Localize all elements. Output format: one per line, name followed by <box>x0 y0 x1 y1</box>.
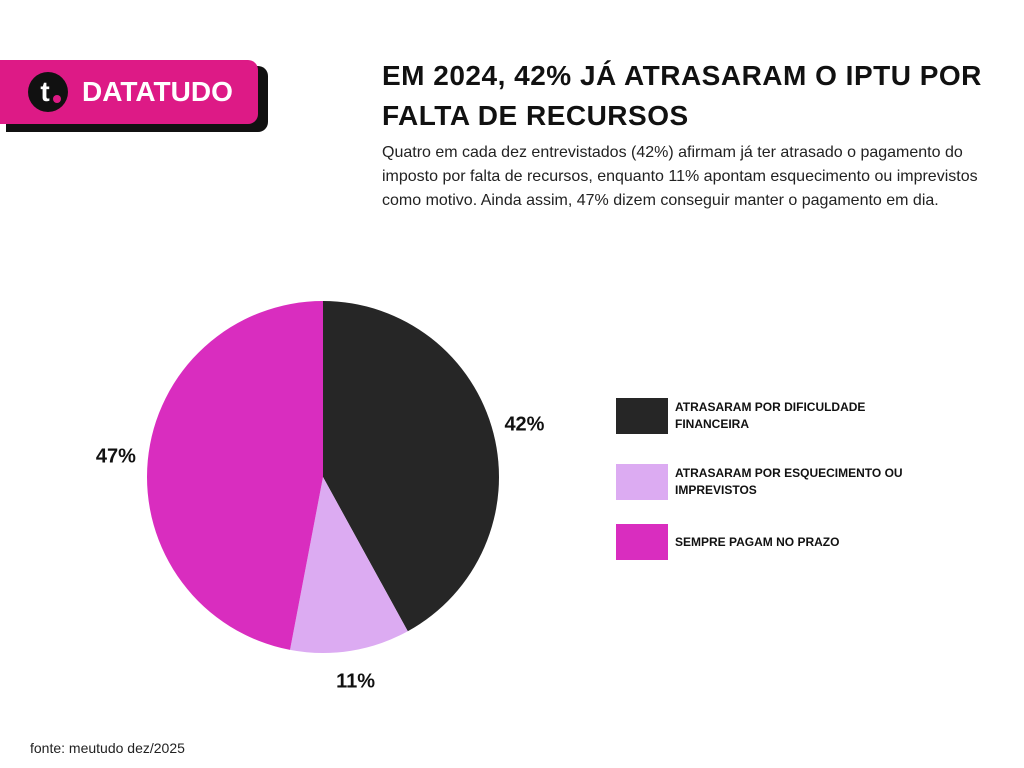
logo-letter: t <box>40 76 49 107</box>
value-label: 47% <box>96 446 136 468</box>
chart-subtitle: Quatro em cada dez entrevistados (42%) a… <box>382 144 978 209</box>
value-label: 11% <box>336 671 375 693</box>
pie-slice <box>323 301 499 632</box>
brand-name: DATATUDO <box>82 76 233 107</box>
source: fonte: meutudo dez/2025 <box>30 740 185 756</box>
logo-dot <box>53 95 61 103</box>
value-label: 42% <box>504 414 544 436</box>
chart-title: EM 2024, 42% JÁ ATRASARAM O IPTU POR FAL… <box>382 60 982 131</box>
logo: t <box>28 72 68 112</box>
legend-label: SEMPRE PAGAM NO PRAZO <box>675 534 840 549</box>
legend-label: ATRASARAM POR DIFICULDADE FINANCEIRA <box>675 400 866 431</box>
legend-swatch <box>616 524 668 560</box>
legend-label: ATRASARAM POR ESQUECIMENTO OU IMPREVISTO… <box>675 466 903 497</box>
pie-slice <box>146 301 323 650</box>
pie-slice <box>290 477 408 654</box>
legend-swatch <box>616 398 668 434</box>
legend-swatch <box>616 464 668 500</box>
